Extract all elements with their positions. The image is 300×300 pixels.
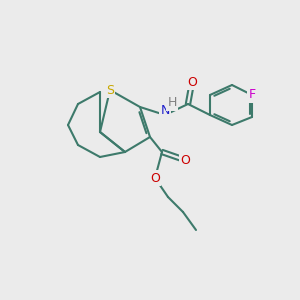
Text: S: S: [106, 83, 114, 97]
Text: H: H: [167, 97, 177, 110]
Text: O: O: [180, 154, 190, 166]
Text: F: F: [248, 88, 256, 101]
Text: O: O: [150, 172, 160, 184]
Text: N: N: [160, 103, 170, 116]
Text: O: O: [187, 76, 197, 88]
